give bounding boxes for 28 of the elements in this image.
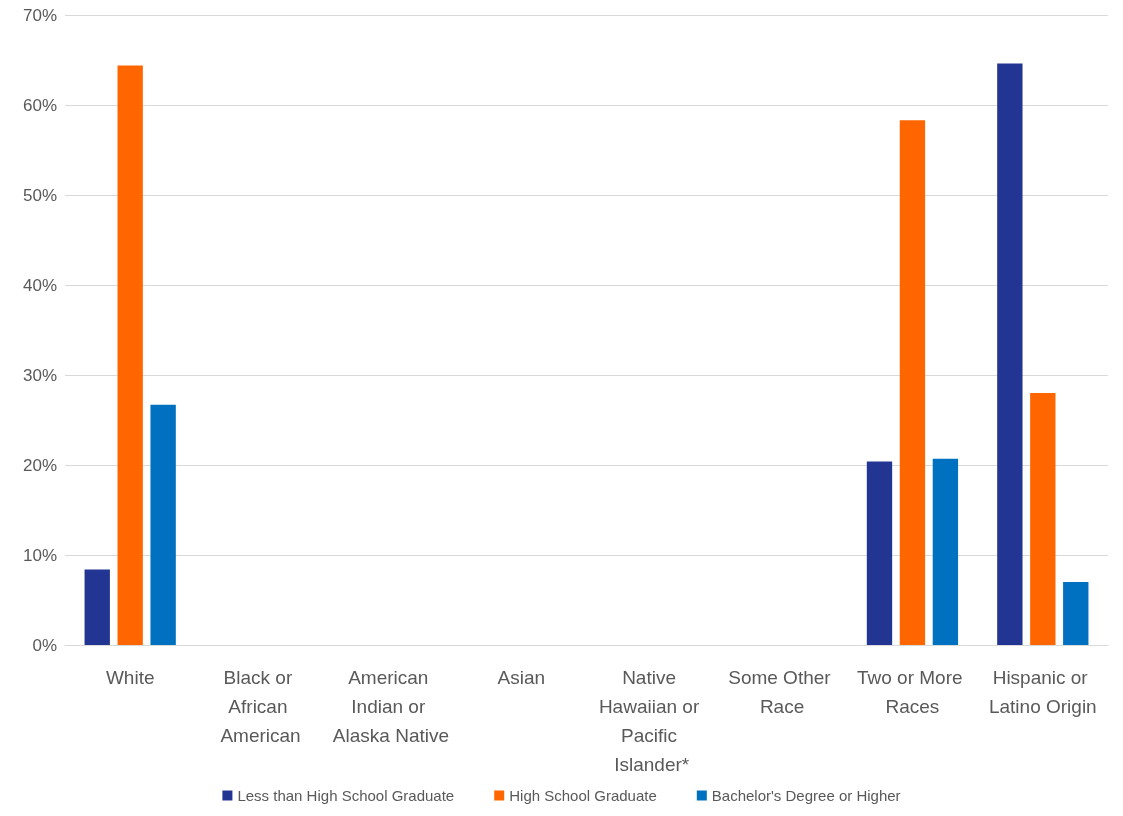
y-tick-label: 10% <box>22 545 57 565</box>
bar <box>899 120 926 645</box>
x-tick-label: Black or African American <box>220 667 301 746</box>
x-tick-label: Hispanic or Latino Origin <box>988 667 1097 717</box>
legend-label: Bachelor's Degree or Higher <box>711 787 901 804</box>
y-tick-label: 0% <box>32 635 57 655</box>
x-tick-label: White <box>105 667 155 688</box>
bar <box>997 63 1023 645</box>
y-tick-label: 60% <box>22 95 57 115</box>
bar <box>1063 582 1089 645</box>
x-tick-label: Asian <box>497 667 546 688</box>
x-tick-label: Two or More Races <box>857 667 968 717</box>
bar <box>117 65 143 645</box>
legend-label: High School Graduate <box>509 787 657 804</box>
y-tick-label: 30% <box>22 365 57 385</box>
y-tick-label: 70% <box>22 5 57 25</box>
legend-label: Less than High School Graduate <box>237 787 455 804</box>
x-tick-label: Some Other Race <box>728 667 836 717</box>
y-tick-label: 20% <box>22 455 57 475</box>
bar <box>84 569 110 645</box>
x-tick-label: American Indian or Alaska Native <box>332 667 450 746</box>
bar <box>150 404 176 645</box>
x-tick-label: Native Hawaiian or Pacific Islander* <box>598 667 705 775</box>
bar <box>1030 393 1056 645</box>
y-tick-label: 40% <box>22 275 57 295</box>
bar <box>932 458 959 645</box>
bar <box>866 461 893 645</box>
y-tick-label: 50% <box>22 185 57 205</box>
